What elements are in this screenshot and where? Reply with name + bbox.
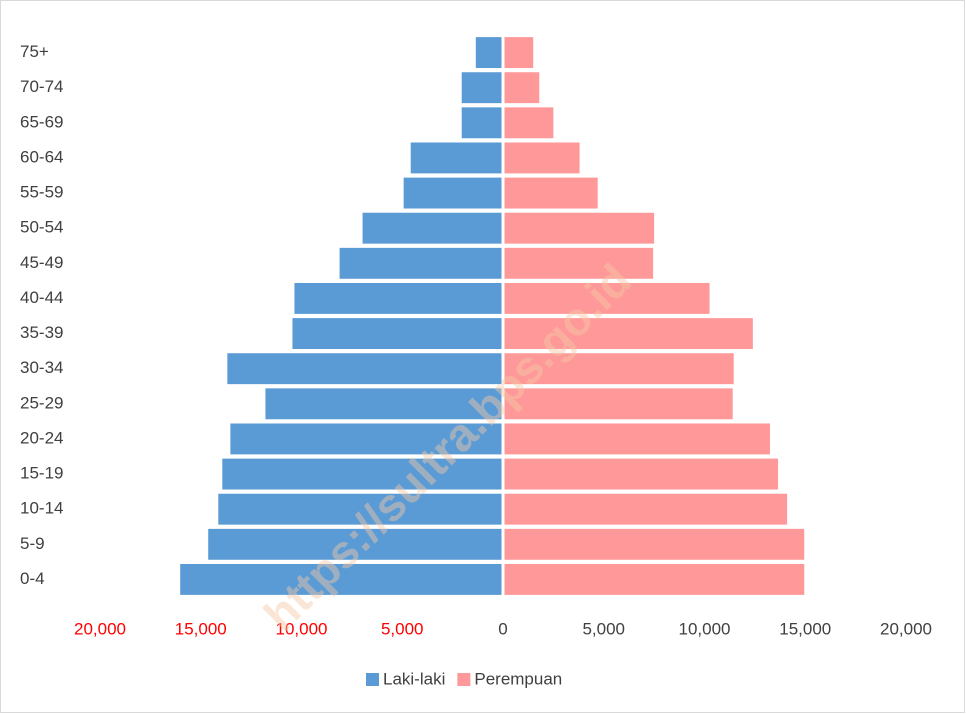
bar (504, 247, 654, 279)
bar (504, 423, 770, 455)
bar (292, 318, 502, 350)
legend-label: Laki-laki (383, 669, 445, 688)
category-label: 55-59 (20, 183, 63, 202)
x-tick-label: 5,000 (381, 619, 424, 638)
bar (227, 353, 502, 385)
bar (362, 212, 502, 244)
category-label: 30-34 (20, 358, 63, 377)
category-label: 10-14 (20, 499, 63, 518)
category-label: 25-29 (20, 393, 63, 412)
category-label: 75+ (20, 42, 49, 61)
bar (461, 72, 502, 104)
x-tick-label: 20,000 (74, 619, 126, 638)
bar (403, 177, 502, 209)
bar (504, 388, 733, 420)
legend-swatch (366, 673, 379, 686)
bar (504, 37, 534, 69)
bar (504, 212, 655, 244)
bar (265, 388, 502, 420)
bar (504, 107, 554, 139)
category-label: 45-49 (20, 253, 63, 272)
bar (339, 247, 502, 279)
category-label: 65-69 (20, 112, 63, 131)
bar (504, 493, 788, 525)
category-label: 70-74 (20, 77, 63, 96)
bar (504, 282, 710, 314)
category-label: 60-64 (20, 147, 63, 166)
category-label: 50-54 (20, 218, 63, 237)
x-tick-label: 10,000 (276, 619, 328, 638)
bar (208, 528, 502, 560)
legend-label: Perempuan (474, 669, 562, 688)
bar (504, 177, 598, 209)
bar (504, 528, 805, 560)
category-label: 20-24 (20, 428, 63, 447)
x-tick-label: 0 (498, 619, 507, 638)
bar (461, 107, 502, 139)
bar (222, 458, 502, 490)
bar (218, 493, 502, 525)
bar (504, 458, 779, 490)
bar (504, 563, 805, 595)
bar (504, 353, 734, 385)
category-label: 0-4 (20, 569, 45, 588)
category-label: 40-44 (20, 288, 63, 307)
category-label: 5-9 (20, 534, 45, 553)
bar (180, 563, 502, 595)
legend-swatch (457, 673, 471, 686)
bar (504, 72, 540, 104)
bar (504, 318, 753, 350)
category-label: 15-19 (20, 464, 63, 483)
bar (230, 423, 502, 455)
bar (475, 37, 502, 69)
x-tick-label: 10,000 (679, 619, 731, 638)
bar (410, 142, 502, 174)
bar (294, 282, 502, 314)
x-tick-label: 15,000 (779, 619, 831, 638)
category-label: 35-39 (20, 323, 63, 342)
x-tick-label: 5,000 (582, 619, 625, 638)
x-tick-label: 20,000 (880, 619, 932, 638)
bar (504, 142, 580, 174)
x-tick-label: 15,000 (175, 619, 227, 638)
